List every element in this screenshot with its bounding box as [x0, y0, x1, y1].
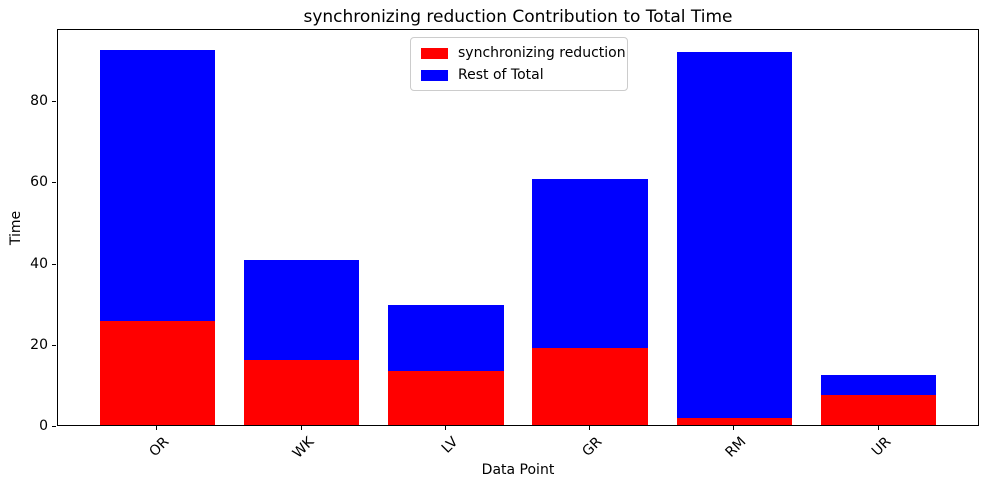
x-tick-mark — [300, 426, 302, 430]
chart-title: synchronizing reduction Contribution to … — [303, 7, 733, 27]
plot-area — [57, 29, 979, 426]
x-tick-mark — [589, 426, 591, 430]
y-tick-mark — [52, 426, 56, 427]
y-tick-mark — [52, 344, 56, 346]
legend-label: Rest of Total — [458, 67, 544, 83]
bar-segment — [99, 321, 216, 425]
x-tick-mark — [877, 426, 879, 430]
bar-segment — [388, 304, 504, 372]
bar-segment — [99, 50, 216, 322]
y-tick-label: 60 — [30, 174, 48, 191]
bar-segment — [532, 179, 648, 348]
bars-container — [58, 30, 978, 425]
legend-entry: synchronizing reduction — [421, 45, 626, 61]
y-tick-label: 20 — [30, 336, 48, 353]
bar-segment — [820, 375, 937, 395]
y-tick-label: 0 — [39, 418, 48, 434]
legend-swatch-red — [421, 47, 448, 59]
y-tick-mark — [52, 182, 56, 184]
x-tick-label: OR — [146, 434, 173, 460]
legend: synchronizing reduction Rest of Total — [410, 37, 628, 91]
bar-segment — [676, 417, 792, 425]
x-tick-mark — [156, 426, 158, 430]
y-tick-mark — [52, 263, 56, 265]
bar-segment — [244, 360, 360, 425]
x-axis-label: Data Point — [481, 462, 555, 478]
x-tick-label: UR — [868, 434, 894, 460]
x-tick-label: RM — [722, 434, 750, 461]
y-tick-label: 40 — [30, 255, 48, 272]
x-tick-mark — [733, 426, 735, 430]
bar-segment — [244, 259, 360, 361]
x-tick-label: LV — [438, 434, 462, 457]
legend-label: synchronizing reduction — [458, 45, 626, 61]
x-tick-mark — [444, 426, 446, 430]
y-tick-label: 80 — [30, 93, 48, 110]
x-tick-label: GR — [579, 434, 606, 460]
legend-entry: Rest of Total — [421, 67, 617, 83]
bar-segment — [532, 347, 648, 425]
legend-swatch-blue — [421, 69, 448, 81]
bar-segment — [676, 51, 792, 418]
bar-segment — [388, 371, 504, 425]
x-tick-label: WK — [289, 434, 318, 462]
y-tick-mark — [52, 101, 56, 103]
bar-segment — [820, 394, 937, 425]
